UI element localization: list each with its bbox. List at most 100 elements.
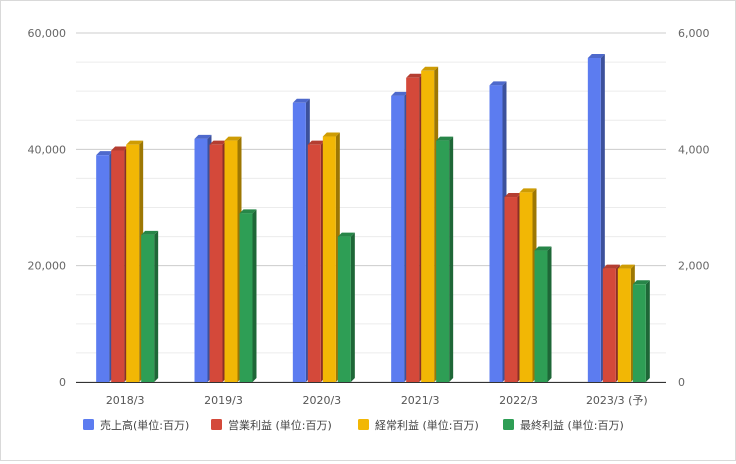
bar-front bbox=[141, 234, 155, 382]
category-label: 2022/3 bbox=[499, 394, 538, 407]
legend-label: 営業利益 (単位:百万) bbox=[228, 418, 332, 432]
bar-top bbox=[534, 246, 552, 251]
category-label: 2020/3 bbox=[302, 394, 341, 407]
bar-side bbox=[252, 209, 257, 382]
bar-top bbox=[519, 188, 537, 193]
left-tick-label: 20,000 bbox=[28, 260, 67, 273]
bar-side bbox=[449, 136, 454, 382]
bar-top bbox=[617, 264, 635, 269]
bar-front bbox=[489, 85, 503, 382]
bar-top bbox=[322, 132, 340, 137]
bar-top bbox=[126, 140, 144, 145]
legend-item: 売上高(単位:百万) bbox=[83, 418, 189, 432]
bars bbox=[96, 54, 650, 383]
bar-top bbox=[421, 66, 439, 71]
bar-front bbox=[534, 250, 548, 382]
bar bbox=[307, 140, 325, 382]
bar-front bbox=[587, 58, 601, 383]
legend-swatch bbox=[83, 419, 94, 430]
bar-top bbox=[141, 230, 159, 235]
bar-front bbox=[96, 155, 110, 382]
category-label: 2021/3 bbox=[401, 394, 440, 407]
bar-top bbox=[292, 98, 310, 103]
category-label: 2023/3 (予) bbox=[586, 394, 648, 407]
bar-front bbox=[406, 77, 420, 382]
bar-top bbox=[111, 146, 129, 151]
legend-label: 売上高(単位:百万) bbox=[100, 418, 189, 432]
bar-front bbox=[337, 236, 351, 382]
legend-swatch bbox=[211, 419, 222, 430]
bar bbox=[126, 140, 144, 382]
bar-top bbox=[391, 91, 409, 96]
right-tick-label: 0 bbox=[678, 376, 685, 389]
legend-swatch bbox=[503, 419, 514, 430]
bar-side bbox=[154, 230, 159, 382]
bar-top bbox=[406, 73, 424, 78]
bar-top bbox=[239, 209, 257, 214]
bar bbox=[504, 193, 522, 382]
bar bbox=[337, 232, 355, 382]
left-axis-ticks: 0 20,000 40,000 60,000 bbox=[28, 27, 67, 389]
bar bbox=[292, 98, 310, 383]
bar-side bbox=[350, 232, 355, 382]
bar-top bbox=[224, 136, 242, 141]
bar bbox=[519, 188, 537, 382]
bar bbox=[141, 230, 159, 382]
bar-top bbox=[602, 264, 620, 269]
category-label: 2019/3 bbox=[204, 394, 243, 407]
bar-front bbox=[504, 197, 518, 382]
bar-side bbox=[645, 280, 650, 382]
bar-top bbox=[632, 280, 650, 285]
right-axis-ticks: 0 2,000 4,000 6,000 bbox=[678, 27, 710, 389]
legend-item: 営業利益 (単位:百万) bbox=[211, 418, 332, 432]
bar-top bbox=[209, 140, 227, 145]
bar-top bbox=[436, 136, 454, 141]
left-tick-label: 40,000 bbox=[28, 143, 67, 156]
bar bbox=[632, 280, 650, 382]
bar-front bbox=[307, 144, 321, 382]
right-tick-label: 4,000 bbox=[678, 143, 710, 156]
bar-top bbox=[504, 193, 522, 198]
bar-top bbox=[194, 134, 212, 139]
bar bbox=[224, 136, 242, 382]
category-labels: 2018/3 2019/3 2020/3 2021/3 2022/3 2023/3 (予) bbox=[106, 394, 648, 407]
bar bbox=[489, 81, 507, 382]
bar bbox=[436, 136, 454, 382]
bar-front bbox=[239, 213, 253, 382]
bar-front bbox=[111, 150, 125, 382]
legend-item: 最終利益 (単位:百万) bbox=[503, 418, 624, 432]
bar bbox=[209, 140, 227, 382]
left-tick-label: 60,000 bbox=[28, 27, 67, 40]
legend-swatch bbox=[358, 419, 369, 430]
bar-front bbox=[224, 140, 238, 382]
right-tick-label: 6,000 bbox=[678, 27, 710, 40]
bar-top bbox=[489, 81, 507, 86]
legend: 売上高(単位:百万) 営業利益 (単位:百万) 経常利益 (単位:百万) 最終利益 (… bbox=[83, 418, 624, 432]
legend-item: 経常利益 (単位:百万) bbox=[358, 418, 479, 432]
legend-label: 経常利益 (単位:百万) bbox=[375, 418, 479, 432]
bar-front bbox=[209, 144, 223, 382]
bar-front bbox=[322, 136, 336, 382]
right-tick-label: 2,000 bbox=[678, 260, 710, 273]
gridlines bbox=[76, 32, 666, 383]
bar-front bbox=[391, 95, 405, 382]
bar-side bbox=[547, 246, 552, 382]
bar bbox=[322, 132, 340, 382]
legend-label: 最終利益 (単位:百万) bbox=[520, 418, 624, 432]
bar bbox=[239, 209, 257, 382]
bar-front bbox=[602, 268, 616, 382]
bar-front bbox=[194, 138, 208, 382]
category-label: 2018/3 bbox=[106, 394, 145, 407]
bar bbox=[534, 246, 552, 382]
bar bbox=[602, 264, 620, 382]
bar bbox=[96, 151, 114, 382]
bar-front bbox=[519, 192, 533, 382]
bar-front bbox=[126, 144, 140, 382]
bar-top bbox=[587, 54, 605, 59]
bar bbox=[406, 73, 424, 382]
bar-front bbox=[617, 268, 631, 382]
bar bbox=[111, 146, 129, 382]
bar-top bbox=[337, 232, 355, 237]
bar-top bbox=[307, 140, 325, 145]
